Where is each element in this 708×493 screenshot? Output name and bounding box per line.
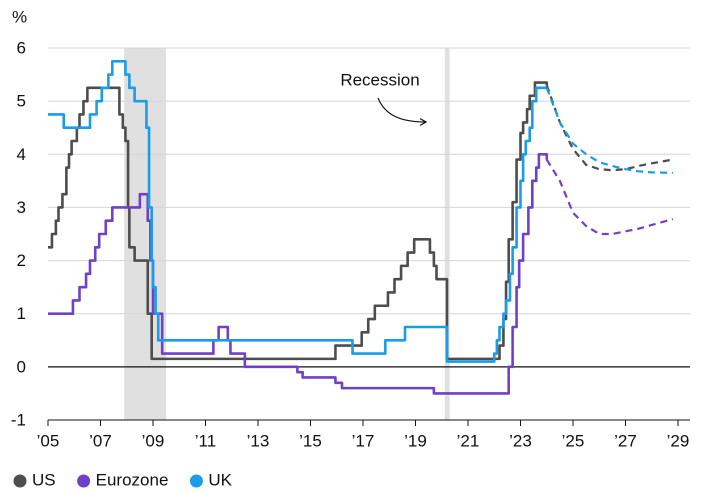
x-tick-label: ’09 bbox=[142, 431, 165, 450]
legend-label: US bbox=[32, 470, 56, 489]
legend-marker bbox=[13, 474, 27, 488]
x-tick-label: ’15 bbox=[299, 431, 322, 450]
forecast-line bbox=[545, 159, 674, 236]
legend-marker bbox=[189, 474, 203, 488]
x-tick-label: ’19 bbox=[404, 431, 427, 450]
x-tick-label: ’29 bbox=[667, 431, 690, 450]
forecast-line bbox=[545, 84, 673, 172]
annotation-arrow bbox=[377, 97, 428, 126]
y-tick-label: 1 bbox=[17, 304, 26, 323]
x-tick-label: ’27 bbox=[614, 431, 637, 450]
legend-label: Eurozone bbox=[96, 470, 169, 489]
annotation: Recession bbox=[340, 70, 419, 89]
y-tick-label: 6 bbox=[17, 38, 26, 57]
y-tick-label: -1 bbox=[11, 410, 26, 429]
y-tick-label: 0 bbox=[17, 357, 26, 376]
legend-marker bbox=[77, 474, 91, 488]
x-tick-label: ’13 bbox=[247, 431, 270, 450]
x-tick-label: ’11 bbox=[195, 431, 216, 450]
y-tick-label: 3 bbox=[17, 198, 26, 217]
x-tick-label: ’05 bbox=[37, 431, 60, 450]
y-tick-label: 5 bbox=[17, 92, 26, 111]
x-tick-label: ’23 bbox=[509, 431, 532, 450]
legend-label: UK bbox=[208, 470, 232, 489]
y-tick-label: 4 bbox=[17, 145, 26, 164]
x-tick-label: ’17 bbox=[352, 431, 375, 450]
y-axis-label: % bbox=[12, 7, 27, 26]
series-line bbox=[48, 152, 549, 395]
x-tick-label: ’07 bbox=[89, 431, 112, 450]
series-line bbox=[48, 81, 549, 361]
series-line bbox=[48, 59, 547, 363]
x-tick-label: ’25 bbox=[562, 431, 585, 450]
forecast-line bbox=[545, 87, 673, 174]
y-tick-label: 2 bbox=[17, 251, 26, 270]
x-tick-label: ’21 bbox=[457, 431, 480, 450]
recession-band bbox=[444, 48, 450, 420]
